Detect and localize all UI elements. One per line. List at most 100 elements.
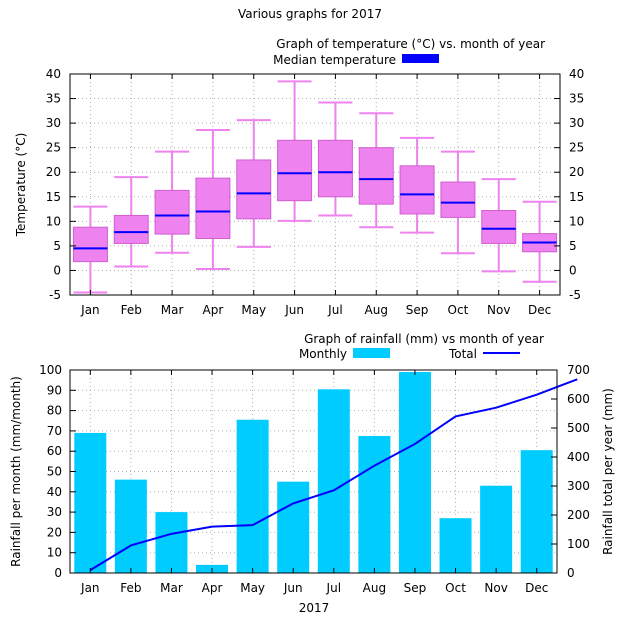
bar-feb [114, 479, 147, 573]
bar-jun [277, 481, 310, 573]
tick-label-x: Jun [283, 581, 303, 595]
tick-label-y2: 400 [567, 450, 590, 464]
tick-label-y2: 0 [569, 263, 577, 277]
tick-label-y2: 15 [569, 190, 584, 204]
tick-label-y2: 40 [569, 67, 584, 81]
bar-nov [480, 485, 513, 573]
plot-frame [69, 73, 561, 296]
tick-label-x: Jan [80, 303, 100, 317]
tick-label-y2: 10 [569, 214, 584, 228]
bar-may [236, 419, 269, 573]
tick-label-x: Nov [484, 581, 507, 595]
tick-label-y2: 0 [567, 566, 575, 580]
box-apr [195, 128, 231, 270]
box-body [236, 159, 272, 220]
tick-label-y: 5 [53, 239, 61, 253]
tick-label-x: Mar [160, 581, 183, 595]
bar-aug [358, 435, 391, 573]
tick-label-y: 35 [46, 92, 61, 106]
figure-title: Various graphs for 2017 [238, 7, 382, 21]
tick-label-x: Jul [327, 303, 342, 317]
legend-label-total: Total [448, 347, 477, 361]
tick-label-y2: -5 [569, 288, 581, 302]
tick-label-y: 80 [47, 404, 62, 418]
tick-label-y: 60 [47, 444, 62, 458]
y-axis-label: Rainfall per month (mm/month) [9, 376, 23, 567]
box-aug [358, 112, 394, 229]
total-line [89, 378, 578, 571]
box-body [277, 139, 313, 202]
tick-label-x: Sep [404, 581, 427, 595]
tick-label-x: Jun [284, 303, 304, 317]
tick-label-y: 10 [46, 214, 61, 228]
tick-label-x: Apr [202, 581, 223, 595]
tick-label-y: -5 [49, 288, 61, 302]
x-axis-label: 2017 [299, 601, 330, 615]
legend-swatch [402, 54, 439, 63]
tick-label-y: 20 [46, 165, 61, 179]
y2-axis-label: Rainfall total per year (mm) [601, 388, 615, 555]
bar-oct [439, 518, 472, 573]
temperature-box-chart: -5 -5 0 0 5 5 10 10 15 15 20 20 25 25 30 30 35 35 40 40 Jan F… [14, 37, 584, 317]
tick-label-y: 25 [46, 141, 61, 155]
tick-label-x: Dec [525, 581, 548, 595]
tick-label-y2: 35 [569, 92, 584, 106]
tick-label-y2: 200 [567, 508, 590, 522]
tick-label-y2: 500 [567, 421, 590, 435]
tick-label-y: 90 [47, 383, 62, 397]
tick-label-y2: 25 [569, 141, 584, 155]
box-body [399, 165, 435, 215]
box-may [236, 119, 272, 248]
tick-label-y2: 30 [569, 116, 584, 130]
box-body [440, 181, 476, 218]
box-sep [399, 136, 435, 234]
tick-label-x: May [241, 303, 266, 317]
tick-label-x: Jan [80, 581, 100, 595]
box-body [195, 177, 231, 240]
tick-label-y: 15 [46, 190, 61, 204]
box-body [154, 189, 190, 235]
tick-label-x: Nov [487, 303, 510, 317]
box-mar [154, 150, 190, 254]
tick-label-y: 40 [46, 67, 61, 81]
box-oct [440, 150, 476, 255]
legend-label-monthly: Monthly [299, 347, 347, 361]
tick-label-x: Oct [448, 303, 469, 317]
bar-mar [155, 512, 188, 573]
tick-label-x: May [240, 581, 265, 595]
box-jun [277, 80, 313, 222]
y-axis-label: Temperature (°C) [14, 133, 28, 238]
box-dec [522, 200, 558, 283]
tick-label-y: 70 [47, 424, 62, 438]
tick-label-y: 0 [53, 263, 61, 277]
box-body [72, 226, 108, 263]
box-body [317, 139, 353, 198]
chart-title: Graph of temperature (°C) vs. month of y… [276, 37, 545, 51]
tick-label-x: Apr [203, 303, 224, 317]
tick-label-y: 30 [46, 116, 61, 130]
tick-label-y2: 100 [567, 537, 590, 551]
tick-label-y: 30 [47, 505, 62, 519]
tick-label-x: Aug [365, 303, 388, 317]
tick-label-y: 10 [47, 546, 62, 560]
tick-label-y2: 5 [569, 239, 577, 253]
bar-jul [317, 389, 350, 573]
legend-label: Median temperature [273, 53, 396, 67]
tick-label-x: Sep [406, 303, 429, 317]
box-body [113, 214, 149, 244]
tick-label-x: Oct [445, 581, 466, 595]
tick-label-x: Dec [528, 303, 551, 317]
legend-swatch-monthly [353, 348, 390, 358]
bar-dec [520, 450, 553, 573]
chart-title: Graph of rainfall (mm) vs month of year [304, 332, 544, 346]
tick-label-x: Jul [326, 581, 341, 595]
box-body [358, 147, 394, 205]
box-body [481, 210, 517, 244]
tick-label-x: Aug [363, 581, 386, 595]
box-jul [317, 101, 353, 217]
tick-label-y2: 600 [567, 392, 590, 406]
tick-label-x: Mar [161, 303, 184, 317]
tick-label-y: 0 [54, 566, 62, 580]
tick-label-x: Feb [120, 581, 141, 595]
